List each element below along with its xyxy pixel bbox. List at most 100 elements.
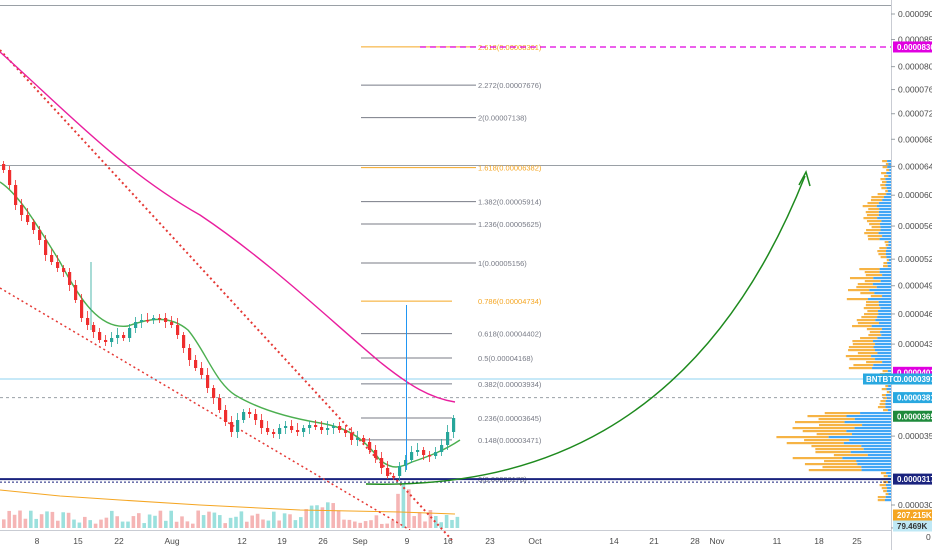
candle-body — [254, 414, 258, 420]
symbol-tag — [863, 373, 893, 385]
volume-bar — [61, 512, 65, 528]
volume-profile-bar — [866, 361, 883, 364]
volume-profile-bar — [881, 328, 891, 331]
volume-bar — [23, 518, 28, 528]
ema-fast-line — [0, 181, 461, 468]
volume-profile-bar — [828, 436, 891, 439]
candle-body — [158, 318, 162, 320]
fib-level-label: 0.618(0.00004402) — [478, 330, 542, 339]
price-axis[interactable]: 0.00009000 0.00008500 0.00008000 0.00007600… — [891, 9, 932, 533]
candle-body — [272, 432, 276, 434]
volume-bar — [153, 515, 157, 528]
volume-profile-bar — [888, 385, 891, 388]
price-tick-label: 0.00008000 — [898, 62, 932, 72]
candle-body — [56, 262, 60, 268]
volume-bar — [423, 521, 427, 528]
volume-profile-bar — [883, 490, 887, 493]
volume-profile-bar — [863, 448, 891, 451]
candle-body — [200, 368, 204, 375]
volume-profile-bar — [882, 166, 888, 169]
candle-body — [446, 432, 450, 445]
price-badge — [893, 410, 932, 422]
volume-profile-bar — [885, 163, 889, 166]
price-tick-label: 0.00009000 — [898, 9, 932, 19]
volume-bar — [29, 510, 33, 528]
candle-body — [368, 442, 372, 450]
volume-profile-bar — [802, 430, 847, 433]
volume-profile-bar — [881, 394, 887, 397]
candle-body — [152, 318, 156, 320]
candle-body — [422, 450, 426, 455]
volume-profile-bar — [885, 253, 891, 256]
volume-bar — [228, 517, 233, 528]
volume-bar — [45, 511, 49, 528]
volume-profile-bar — [886, 388, 891, 391]
volume-bar — [261, 519, 265, 528]
candle-body — [20, 205, 24, 215]
volume-profile-bar — [880, 256, 887, 259]
candle-body — [230, 422, 234, 432]
volume-bar — [255, 513, 260, 528]
price-tick-label: 0.00007600 — [898, 85, 932, 95]
candle-body — [380, 458, 384, 468]
volume-bar — [207, 511, 211, 528]
volume-profile-bar — [878, 301, 891, 304]
volume-profile-bar — [792, 457, 843, 460]
chart-grid — [0, 5, 891, 166]
volume-profile-bar — [883, 196, 891, 199]
volume-profile-bar — [867, 235, 883, 238]
volume-bar — [137, 513, 141, 528]
volume-profile-bar — [874, 349, 891, 352]
price-tick-label: 0.00003500 — [898, 431, 932, 441]
projection-arrow — [365, 170, 811, 485]
candle-body — [236, 420, 240, 432]
volume-bar — [147, 514, 152, 528]
volume-profile-bar — [885, 244, 889, 247]
volume-profile-bar — [887, 160, 891, 163]
fib-level-label: 1.382(0.00005914) — [478, 198, 542, 207]
volume-bar — [126, 521, 130, 528]
candle-body — [326, 428, 330, 430]
volume-profile-bar — [887, 265, 891, 268]
candle-body — [122, 335, 126, 338]
volume-profile-bar — [786, 442, 844, 445]
volume-profile-bar — [818, 424, 863, 427]
time-axis[interactable]: 8 15 22 Aug 12 19 26 Sep 9 16 23 Oct 14 21 28 Nov 11 18 25 — [35, 536, 862, 546]
volume-profile-bar — [885, 190, 888, 193]
volume-profile-bar — [879, 208, 891, 211]
volume-profile-bar — [815, 451, 851, 454]
volume-profile-bar — [886, 193, 891, 196]
candle-body — [440, 445, 444, 452]
volume-profile-bar — [860, 337, 878, 340]
volume-profile-bar — [885, 400, 891, 403]
volume-profile-bar — [880, 229, 891, 232]
fib-level-label: 0.786(0.00004734) — [478, 297, 542, 306]
volume-bar — [347, 519, 352, 528]
candle-body — [32, 222, 36, 230]
volume-profile-bar — [887, 190, 891, 193]
volume-profile-bar — [879, 238, 891, 241]
volume-profile-bar — [853, 364, 874, 367]
volume-bar — [401, 483, 406, 528]
volume-profile-bar — [877, 250, 887, 253]
volume-profile-bar — [877, 406, 886, 409]
fib-level-label: 0.148(0.00003471) — [478, 436, 542, 445]
volume-profile-bar — [886, 181, 891, 184]
volume-profile-bar — [866, 328, 882, 331]
candle-body — [410, 452, 414, 460]
volume-profile-bar — [846, 298, 868, 301]
volume-bar — [142, 523, 146, 528]
volume-bar — [331, 503, 335, 528]
candle-body — [68, 272, 72, 285]
candle-body — [38, 230, 42, 240]
volume-profile-bar — [888, 175, 891, 178]
volume-profile-bar — [867, 298, 891, 301]
volume-profile-bar — [850, 451, 891, 454]
volume-profile-bar — [883, 262, 888, 265]
volume-profile-bar — [877, 193, 887, 196]
volume-profile-bar — [881, 187, 887, 190]
candle-body — [284, 426, 288, 428]
volume-profile-bar — [866, 301, 879, 304]
volume-profile-bar — [859, 268, 880, 271]
